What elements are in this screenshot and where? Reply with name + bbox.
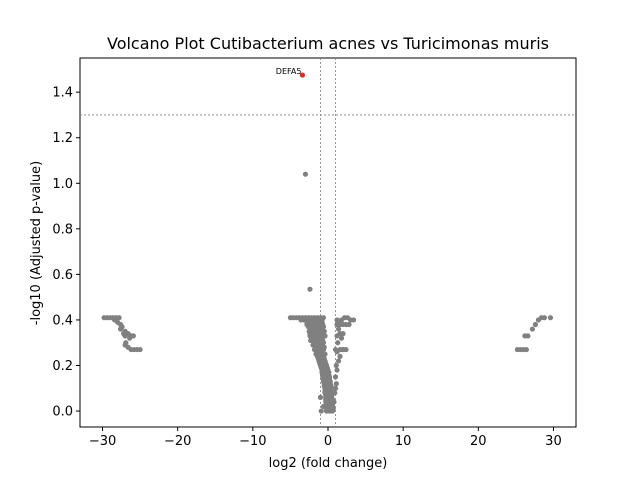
point-annotation: DEFA5 [276,67,302,76]
data-point [122,333,128,339]
y-axis: 0.0 0.2 0.4 0.6 0.8 1.0 1.2 1.4 [52,86,80,420]
y-tick-label: 0.8 [52,222,73,237]
data-point [547,315,554,321]
data-point [335,340,341,346]
data-point [318,408,324,414]
x-tick-label: −20 [164,434,191,449]
data-point [334,317,340,323]
plot-area: DEFA5 [79,57,577,428]
data-point [130,333,136,339]
threshold-lines [80,58,576,427]
data-points [101,72,554,414]
y-tick-label: 0.6 [52,268,73,283]
data-point [117,326,124,332]
x-axis: −30 −20 −10 0 10 20 30 [89,427,562,449]
x-tick-label: 10 [395,434,412,449]
data-point [332,346,339,353]
x-tick-label: 20 [470,434,487,449]
data-point [331,399,337,405]
x-tick-label: 0 [324,434,332,449]
data-point [302,171,309,177]
chart-title: Volcano Plot Cutibacterium acnes vs Turi… [107,34,549,53]
data-point [333,362,339,369]
data-point [116,315,122,321]
y-tick-label: 0.0 [52,405,73,420]
y-tick-label: 1.0 [52,177,73,192]
data-point [343,346,349,353]
data-point [332,374,339,380]
y-axis-title: -log10 (Adjusted p-value) [29,161,44,325]
data-point [329,408,336,414]
annotations: DEFA5 [276,67,302,76]
data-point [525,333,531,339]
data-point [335,358,342,364]
data-point [541,315,548,321]
x-axis-title: log2 (fold change) [269,456,388,471]
data-point [332,390,338,396]
data-point [338,335,345,341]
data-point [529,326,536,332]
data-point [340,331,346,337]
data-point [127,335,133,341]
data-point [532,321,539,328]
data-point [333,381,339,387]
y-tick-label: 0.2 [52,359,73,374]
data-point [335,326,342,332]
data-point [350,317,357,323]
data-point [332,385,339,391]
y-tick-label: 0.4 [52,313,73,328]
data-point [346,321,352,328]
data-point [337,353,343,359]
x-tick-label: −30 [89,434,116,449]
y-tick-label: 1.2 [52,131,73,146]
data-point [137,346,143,353]
data-point [523,346,530,353]
data-point [307,286,313,292]
x-tick-label: −10 [239,434,266,449]
data-point [334,367,340,373]
data-point [317,394,324,400]
data-point [320,403,327,410]
y-tick-label: 1.4 [52,86,73,101]
x-tick-label: 30 [545,434,562,449]
data-point [299,72,306,78]
